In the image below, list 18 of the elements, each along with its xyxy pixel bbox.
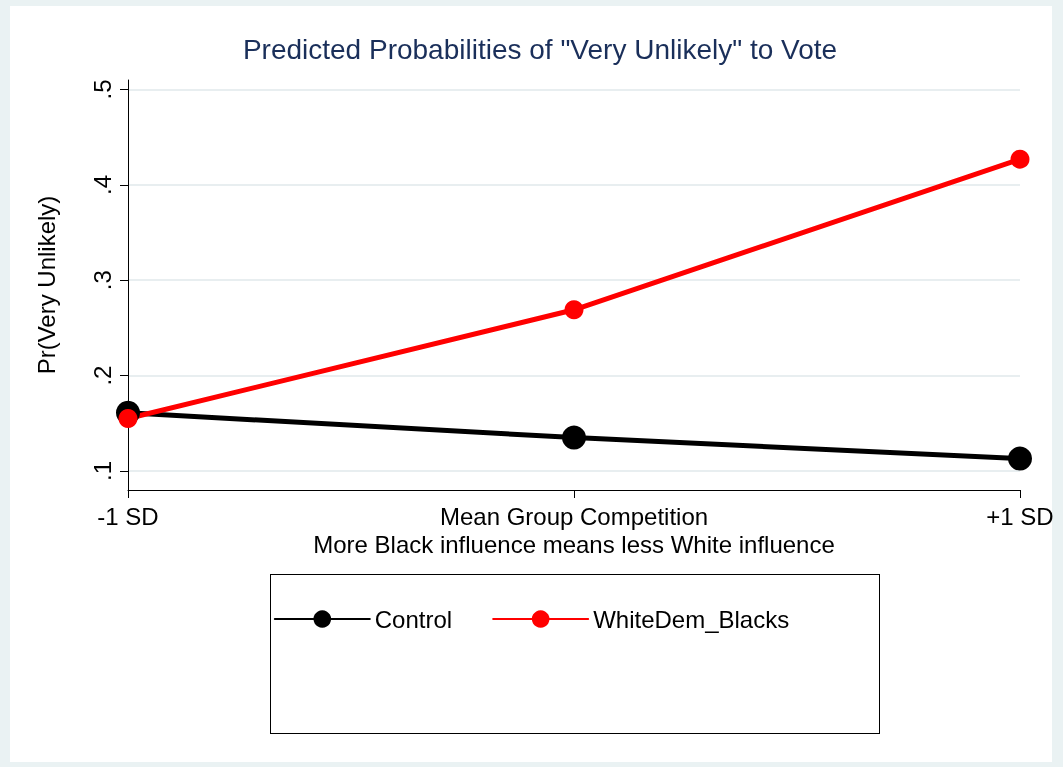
point	[118, 408, 138, 428]
x-axis-title: More Black influence means less White influence	[313, 531, 835, 559]
point	[564, 300, 584, 320]
legend-label: WhiteDem_Blacks	[593, 605, 790, 633]
y-tick-label: .2	[88, 365, 116, 386]
y-tick-label: .1	[88, 460, 116, 481]
legend-label: Control	[374, 605, 453, 633]
y-tick-label: .3	[88, 270, 116, 291]
x-tick-label: +1 SD	[986, 502, 1054, 530]
chart-title: Predicted Probabilities of "Very Unlikely" to Vote	[242, 33, 838, 65]
y-axis-title: Pr(Very Unlikely)	[32, 195, 60, 375]
x-tick-label: -1 SD	[97, 502, 159, 530]
point	[1008, 446, 1032, 471]
y-tick-label: .5	[88, 79, 116, 100]
y-tick-label: .4	[88, 174, 116, 195]
point	[1010, 149, 1030, 169]
x-tick-label: Mean Group Competition	[439, 502, 709, 530]
point	[562, 425, 586, 450]
